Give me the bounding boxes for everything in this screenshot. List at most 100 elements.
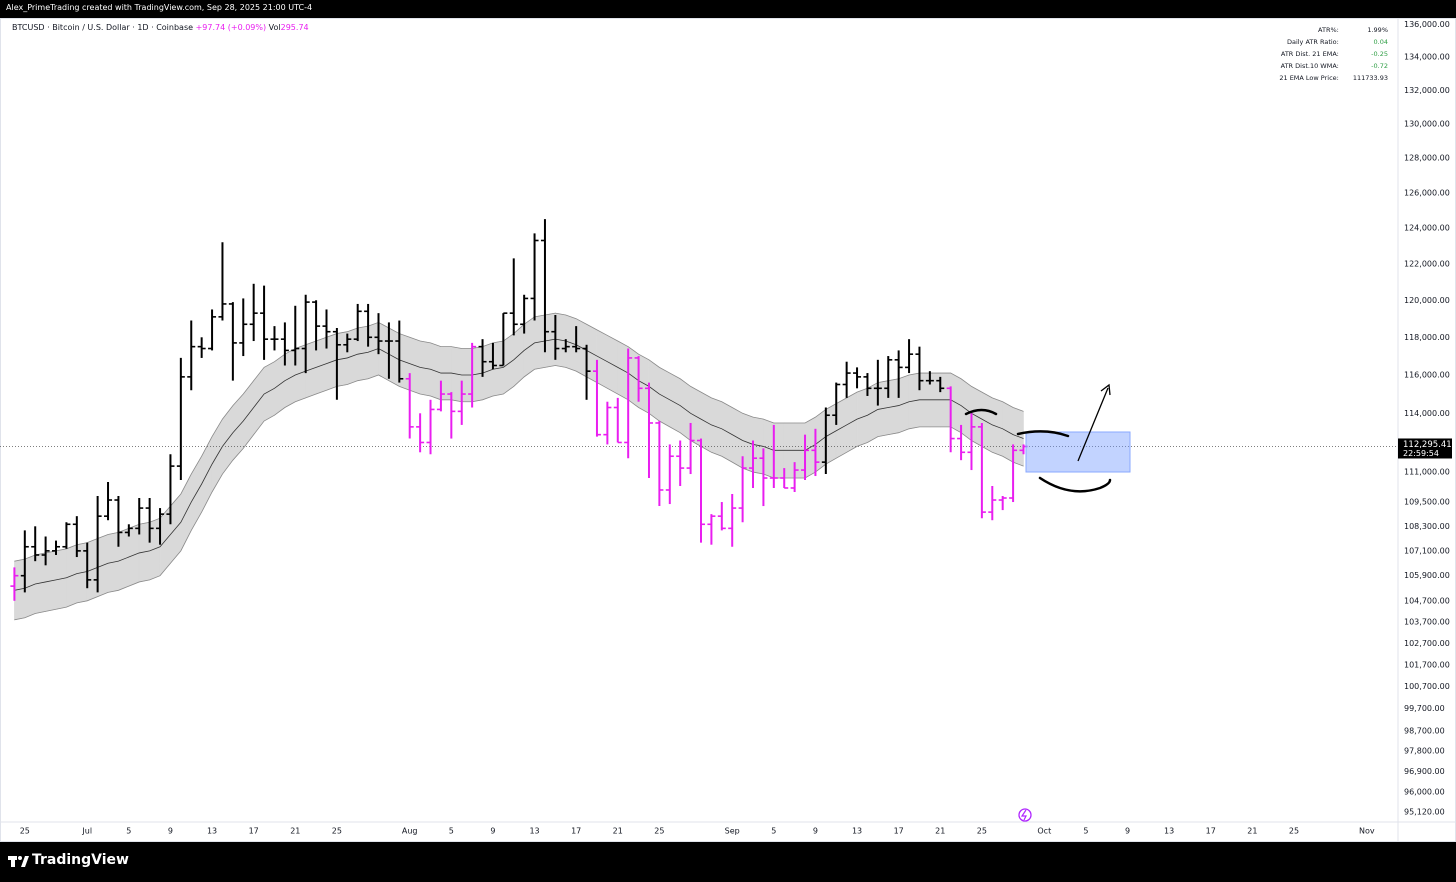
event-icon xyxy=(1018,808,1032,822)
y-tick-label: 99,700.00 xyxy=(1404,704,1445,713)
y-tick-label: 109,500.00 xyxy=(1404,498,1450,507)
x-tick-label: 9 xyxy=(490,827,495,836)
x-tick-label: 9 xyxy=(168,827,173,836)
event-icon-bolt xyxy=(1020,809,1027,821)
axes: 136,000.00 134,000.00 132,000.00 130,000.00… xyxy=(20,20,1452,836)
y-tick-label: 134,000.00 xyxy=(1404,53,1450,62)
countdown: 22:59:54 xyxy=(1403,449,1439,458)
last-price-box xyxy=(1398,438,1452,459)
y-tick-label: 124,000.00 xyxy=(1404,224,1450,233)
x-tick-label: 5 xyxy=(126,827,131,836)
info-key: ATR%: xyxy=(1318,26,1339,34)
x-tick-label: 21 xyxy=(613,827,623,836)
header: Alex_PrimeTrading created with TradingVi… xyxy=(6,3,313,12)
y-tick-label: 96,000.00 xyxy=(1404,787,1445,796)
y-tick-label: 104,700.00 xyxy=(1404,596,1450,605)
arrow-head xyxy=(1100,383,1111,396)
x-tick-label: 25 xyxy=(1289,827,1299,836)
drawings xyxy=(964,383,1131,822)
y-tick-label: 98,700.00 xyxy=(1404,726,1445,735)
x-tick-label: 13 xyxy=(207,827,217,836)
volume: 295.74 xyxy=(280,23,309,32)
x-tick-label: 17 xyxy=(1206,827,1216,836)
y-tick-label: 103,700.00 xyxy=(1404,617,1450,626)
x-tick-label: 5 xyxy=(771,827,776,836)
x-tick-label: Aug xyxy=(402,827,418,836)
x-tick-label: 13 xyxy=(1164,827,1174,836)
y-tick-label: 95,120.00 xyxy=(1404,808,1445,817)
y-tick-label: 107,100.00 xyxy=(1404,546,1450,555)
bottom-bar xyxy=(0,842,1456,882)
y-tick-label: 102,700.00 xyxy=(1404,639,1450,648)
x-tick-label: 13 xyxy=(529,827,539,836)
info-value: -0.72 xyxy=(1371,62,1388,70)
y-tick-label: 100,700.00 xyxy=(1404,682,1450,691)
y-tick-label: 105,900.00 xyxy=(1404,571,1450,580)
x-tick-label: 25 xyxy=(20,827,30,836)
x-tick-label: 17 xyxy=(249,827,259,836)
x-tick-label: Jul xyxy=(81,827,92,836)
info-value: -0.25 xyxy=(1371,50,1388,58)
logo-text: TradingView xyxy=(32,852,129,868)
x-tick-label: 17 xyxy=(571,827,581,836)
x-tick-label: 25 xyxy=(332,827,342,836)
symbol-title: BTCUSD · Bitcoin / U.S. Dollar · 1D · Co… xyxy=(12,23,194,32)
y-tick-label: 136,000.00 xyxy=(1404,20,1450,29)
info-value: 1.99% xyxy=(1367,26,1388,34)
drawn-curve xyxy=(1038,476,1112,493)
top-bar xyxy=(0,0,1456,18)
x-tick-label: 13 xyxy=(852,827,862,836)
legend: BTCUSD · Bitcoin / U.S. Dollar · 1D · Co… xyxy=(12,23,309,32)
y-tick-label: 116,000.00 xyxy=(1404,370,1450,379)
info-key: Daily ATR Ratio: xyxy=(1286,38,1339,46)
y-tick-label: 128,000.00 xyxy=(1404,154,1450,163)
info-key: ATR Dist.10 WMA: xyxy=(1280,62,1339,70)
x-tick-label: 25 xyxy=(977,827,987,836)
info-value: 111733.93 xyxy=(1352,74,1388,82)
x-tick-label: 9 xyxy=(813,827,818,836)
y-tick-label: 108,300.00 xyxy=(1404,522,1450,531)
y-tick-label: 130,000.00 xyxy=(1404,119,1450,128)
plot xyxy=(0,219,1398,621)
y-tick-label: 126,000.00 xyxy=(1404,188,1450,197)
info-value: 0.04 xyxy=(1373,38,1388,46)
drawn-curve xyxy=(1016,430,1070,438)
y-tick-label: 97,800.00 xyxy=(1404,747,1445,756)
change: +97.74 (+0.09%) xyxy=(195,23,267,32)
x-tick-label: Oct xyxy=(1037,827,1051,836)
y-tick-label: 118,000.00 xyxy=(1404,333,1450,342)
y-tick-label: 114,000.00 xyxy=(1404,409,1450,418)
x-tick-label: 21 xyxy=(1247,827,1257,836)
target-zone xyxy=(1025,431,1131,473)
y-tick-label: 111,000.00 xyxy=(1404,468,1450,477)
x-tick-label: 5 xyxy=(449,827,454,836)
x-tick-label: 5 xyxy=(1083,827,1088,836)
last-price-label: 112,295.41 xyxy=(1403,440,1452,450)
x-tick-label: 9 xyxy=(1125,827,1130,836)
x-tick-label: 21 xyxy=(935,827,945,836)
x-tick-label: 25 xyxy=(654,827,664,836)
y-tick-label: 96,900.00 xyxy=(1404,767,1445,776)
x-tick-label: Sep xyxy=(725,827,740,836)
y-tick-label: 101,700.00 xyxy=(1404,660,1450,669)
info-key: ATR Dist. 21 EMA: xyxy=(1280,50,1339,58)
info-key: 21 EMA Low Price: xyxy=(1279,74,1339,82)
x-tick-label: 17 xyxy=(894,827,904,836)
drawn-curve xyxy=(964,408,998,416)
y-tick-label: 122,000.00 xyxy=(1404,259,1450,268)
band-lower xyxy=(14,365,1024,621)
y-tick-label: 132,000.00 xyxy=(1404,86,1450,95)
tv-logo xyxy=(8,856,29,867)
info-table: ATR%: 1.99% Daily ATR Ratio: 0.04 ATR Dist. … xyxy=(1279,26,1388,82)
ema-line xyxy=(14,338,1024,591)
x-tick-label: 21 xyxy=(290,827,300,836)
arrow xyxy=(1077,387,1109,462)
volume-label: Vol xyxy=(268,23,281,32)
x-tick-label: Nov xyxy=(1359,827,1375,836)
y-tick-label: 120,000.00 xyxy=(1404,296,1450,305)
band-upper xyxy=(14,312,1024,562)
